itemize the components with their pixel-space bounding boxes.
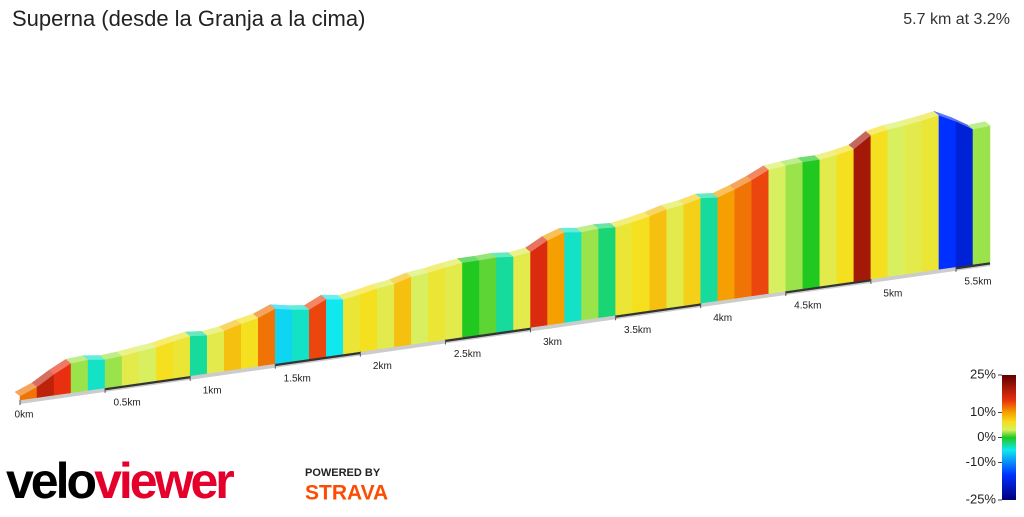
gradient-strip — [428, 266, 446, 343]
x-tick-label: 1km — [203, 385, 222, 396]
gradient-strip — [138, 346, 157, 384]
gradient-strip — [955, 120, 974, 268]
gradient-strip — [819, 154, 838, 287]
gradient-strip — [887, 124, 906, 277]
chart-subtitle: 5.7 km at 3.2% — [903, 11, 1010, 28]
gradient-strip — [513, 251, 531, 331]
logo-velo: velo — [6, 453, 96, 509]
strava: STRAVA — [305, 482, 388, 505]
x-tick-label: 5km — [883, 289, 902, 300]
x-tick-label: 5.5km — [964, 276, 991, 287]
x-tick-label: 4km — [713, 313, 732, 324]
gradient-strip — [938, 114, 957, 270]
x-tick-label: 0km — [15, 410, 34, 421]
gradient-strip — [172, 335, 191, 379]
color-scale — [1002, 375, 1016, 500]
gradient-strip — [189, 335, 208, 377]
gradient-strip — [275, 308, 293, 364]
gradient-strip — [104, 355, 123, 389]
gradient-strip — [581, 228, 599, 321]
gradient-strip — [462, 259, 480, 338]
base-segment — [615, 302, 701, 318]
gradient-strip — [530, 239, 548, 328]
gradient-strip — [479, 256, 497, 335]
color-tick-label: 0% — [977, 429, 996, 444]
gradient-strip — [853, 134, 872, 282]
gradient-strip — [240, 317, 259, 369]
base-segment — [955, 261, 991, 270]
gradient-strip — [870, 128, 889, 280]
gradient-strip — [360, 287, 378, 352]
x-tick-label: 4.5km — [794, 301, 821, 312]
gradient-strip — [768, 165, 787, 294]
gradient-strip — [666, 204, 684, 309]
gradient-strip — [87, 359, 106, 391]
gradient-strip — [751, 169, 770, 297]
gradient-strip — [632, 215, 650, 314]
gradient-strip — [921, 114, 940, 272]
logo-viewer: viewer — [94, 453, 234, 509]
strip-top — [967, 121, 991, 130]
color-tick-label: -25% — [966, 491, 997, 506]
gradient-strip — [802, 159, 821, 289]
gradient-strip — [377, 283, 395, 350]
gradient-strip — [343, 293, 361, 355]
gradient-strip — [598, 226, 616, 318]
gradient-strip — [904, 120, 923, 275]
gradient-strip — [394, 276, 412, 348]
x-tick-label: 2.5km — [454, 349, 481, 360]
gradient-strip — [615, 221, 633, 316]
logo: veloviewer — [6, 453, 234, 509]
gradient-strip — [257, 308, 276, 367]
gradient-strip — [411, 272, 429, 345]
x-tick-label: 3km — [543, 337, 562, 348]
gradient-strip — [223, 323, 242, 372]
base-segment — [275, 351, 361, 367]
x-tick-label: 2km — [373, 361, 392, 372]
color-tick-label: 25% — [970, 366, 996, 381]
color-tick-label: 10% — [970, 404, 996, 419]
gradient-strip — [292, 309, 310, 362]
gradient-strip — [717, 188, 735, 302]
gradient-strip — [785, 161, 804, 292]
gradient-strip — [547, 231, 565, 326]
gradient-strip — [121, 350, 140, 386]
gradient-strip — [734, 179, 753, 299]
gradient-strip — [836, 148, 855, 285]
base-segment — [785, 278, 872, 294]
gradient-strip — [206, 330, 225, 374]
color-tick-label: -10% — [966, 454, 997, 469]
x-tick-label: 1.5km — [284, 373, 311, 384]
gradient-strip — [70, 359, 89, 394]
chart-title: Superna (desde la Granja a la cima) — [12, 6, 365, 31]
gradient-strip — [972, 125, 991, 265]
base-segment — [445, 326, 531, 342]
gradient-strip — [496, 256, 514, 333]
gradient-strip — [445, 262, 463, 340]
x-tick-label: 0.5km — [113, 398, 140, 409]
gradient-strip — [683, 197, 701, 306]
gradient-strip — [564, 231, 582, 323]
gradient-strip — [649, 208, 667, 311]
gradient-strip — [155, 340, 174, 381]
powered-by: POWERED BY — [305, 467, 381, 479]
base-segment — [104, 375, 191, 391]
gradient-strip — [700, 197, 718, 304]
x-tick-label: 3.5km — [624, 325, 651, 336]
gradient-strip — [326, 298, 344, 357]
